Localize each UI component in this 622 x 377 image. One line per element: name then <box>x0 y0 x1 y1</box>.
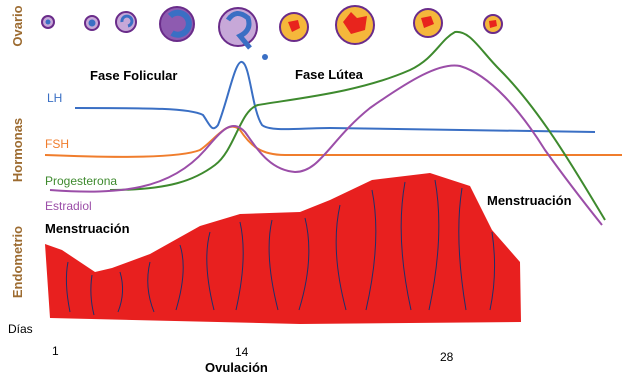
phase-label: Fase Folicular <box>90 68 177 83</box>
diagram: Ovario Hormonas Endometrio Fase Folicula… <box>0 0 622 377</box>
hormone-label: Progesterona <box>45 174 117 188</box>
hormone-label: LH <box>47 91 62 105</box>
phase-label: Fase Lútea <box>295 67 364 82</box>
endometrium <box>45 173 521 324</box>
hormone-label: FSH <box>45 137 69 151</box>
day-label: 14 <box>235 345 249 359</box>
ovulation-label: Ovulación <box>205 360 268 375</box>
day-label: 1 <box>52 344 59 358</box>
day-label: 28 <box>440 350 454 364</box>
section-label: Ovario <box>10 5 25 46</box>
hormone-label: Estradiol <box>45 199 92 213</box>
menstruation-label: Menstruación <box>45 221 130 236</box>
section-label: Hormonas <box>10 118 25 182</box>
section-label: Endometrio <box>10 226 25 298</box>
menstruation-label: Menstruación <box>487 193 572 208</box>
axis-label: Días <box>8 322 33 336</box>
